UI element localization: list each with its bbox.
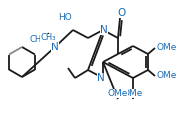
Text: N: N bbox=[100, 25, 108, 35]
Text: CH₃: CH₃ bbox=[40, 34, 56, 43]
Text: CH₃: CH₃ bbox=[30, 35, 45, 44]
Text: OMe: OMe bbox=[108, 89, 128, 98]
Text: N: N bbox=[97, 73, 105, 83]
Text: OMe: OMe bbox=[123, 89, 143, 98]
Text: OMe: OMe bbox=[157, 72, 177, 81]
Text: OMe: OMe bbox=[157, 44, 177, 52]
Text: HO: HO bbox=[58, 13, 72, 22]
Text: O: O bbox=[117, 8, 125, 18]
Text: N: N bbox=[51, 42, 59, 52]
